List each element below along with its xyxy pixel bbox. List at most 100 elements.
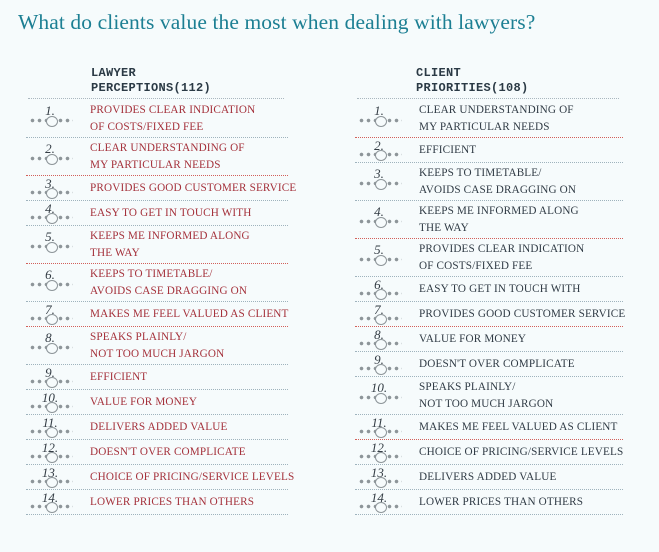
item-label-line: KEEPS TO TIMETABLE/ bbox=[419, 167, 542, 179]
ornament-icon bbox=[358, 314, 402, 325]
rank-number: 10. bbox=[41, 390, 59, 405]
rank-marker: 14. bbox=[26, 490, 84, 514]
list-item: 12. DOESN'T OVER COMPLICATE bbox=[26, 440, 288, 465]
rank-marker: 9. bbox=[355, 352, 413, 376]
ornament-icon bbox=[29, 213, 73, 224]
rank-number: 4. bbox=[374, 204, 384, 219]
rank-marker: 5. bbox=[26, 226, 84, 263]
item-label: EASY TO GET IN TOUCH WITH bbox=[419, 281, 623, 298]
item-label: DELIVERS ADDED VALUE bbox=[419, 469, 623, 486]
ornament-icon bbox=[358, 116, 402, 127]
list-item: 14. LOWER PRICES THAN OTHERS bbox=[355, 490, 623, 515]
rank-marker: 6. bbox=[26, 264, 84, 301]
rank-number: 10. bbox=[370, 380, 388, 395]
item-label: KEEPS ME INFORMED ALONG THE WAY bbox=[419, 203, 623, 237]
rank-number: 9. bbox=[45, 365, 55, 380]
list-item: 6. EASY TO GET IN TOUCH WITH bbox=[355, 277, 623, 302]
rank-number: 2. bbox=[45, 141, 55, 156]
rank-number: 2. bbox=[374, 138, 384, 153]
rank-marker: 13. bbox=[355, 465, 413, 489]
item-label-line: EFFICIENT bbox=[90, 371, 148, 383]
item-label-line: CLEAR UNDERSTANDING OF bbox=[419, 104, 574, 116]
list-item: 13. CHOICE OF PRICING/SERVICE LEVELS bbox=[26, 465, 294, 490]
rank-number: 5. bbox=[45, 229, 55, 244]
list-item: 12. CHOICE OF PRICING/SERVICE LEVELS bbox=[355, 440, 623, 465]
rank-marker: 14. bbox=[355, 490, 413, 514]
item-label-line: AVOIDS CASE DRAGGING ON bbox=[419, 184, 577, 196]
list-item: 1. PROVIDES CLEAR INDICATION OF COSTS/FIXE… bbox=[26, 100, 288, 138]
ornament-icon bbox=[29, 242, 73, 253]
item-label: PROVIDES CLEAR INDICATION OF COSTS/FIXED … bbox=[90, 102, 288, 136]
rank-marker: 3. bbox=[355, 163, 413, 200]
item-label-line: MY PARTICULAR NEEDS bbox=[419, 121, 550, 133]
item-label: DELIVERS ADDED VALUE bbox=[90, 419, 288, 436]
rank-marker: 12. bbox=[26, 440, 84, 464]
item-label: EFFICIENT bbox=[90, 369, 288, 386]
item-label-line: CLEAR UNDERSTANDING OF bbox=[90, 142, 245, 154]
item-label-line: NOT TOO MUCH JARGON bbox=[90, 348, 225, 360]
list-item: 1. CLEAR UNDERSTANDING OF MY PARTICULAR NE… bbox=[355, 100, 623, 138]
rank-number: 6. bbox=[374, 277, 384, 292]
ornament-icon bbox=[358, 255, 402, 266]
item-label: EFFICIENT bbox=[419, 142, 623, 159]
item-label: SPEAKS PLAINLY/NOT TOO MUCH JARGON bbox=[90, 329, 288, 363]
item-label-line: THE WAY bbox=[419, 222, 469, 234]
rank-number: 1. bbox=[45, 103, 55, 118]
ornament-icon bbox=[358, 477, 402, 488]
rank-marker: 3. bbox=[26, 176, 84, 200]
item-label-line: DELIVERS ADDED VALUE bbox=[419, 471, 557, 483]
item-label: EASY TO GET IN TOUCH WITH bbox=[90, 205, 288, 222]
list-item: 7. MAKES ME FEEL VALUED AS CLIENT bbox=[26, 302, 288, 327]
ornament-icon bbox=[358, 289, 402, 300]
list-item: 7. PROVIDES GOOD CUSTOMER SERVICE bbox=[355, 302, 626, 327]
rank-marker: 1. bbox=[26, 100, 84, 137]
list-item: 3. KEEPS TO TIMETABLE/AVOIDS CASE DRAGGIN… bbox=[355, 163, 623, 201]
heading-divider-left bbox=[28, 98, 284, 99]
ornament-icon bbox=[29, 402, 73, 413]
client-heading-line1: CLIENT bbox=[416, 66, 462, 80]
item-label-line: OF COSTS/FIXED FEE bbox=[419, 260, 533, 272]
rank-number: 3. bbox=[374, 166, 384, 181]
rank-marker: 4. bbox=[355, 201, 413, 238]
item-label-line: DOESN'T OVER COMPLICATE bbox=[90, 446, 246, 458]
list-item: 10. VALUE FOR MONEY bbox=[26, 390, 288, 415]
item-label-line: PROVIDES GOOD CUSTOMER SERVICE bbox=[419, 308, 626, 320]
lawyer-heading-line1: LAWYER bbox=[91, 66, 137, 80]
ornament-icon bbox=[29, 377, 73, 388]
ornament-icon bbox=[358, 179, 402, 190]
ornament-icon bbox=[358, 150, 402, 161]
item-label-line: OF COSTS/FIXED FEE bbox=[90, 121, 204, 133]
rank-number: 7. bbox=[45, 302, 55, 317]
item-label-line: MY PARTICULAR NEEDS bbox=[90, 159, 221, 171]
item-label-line: CHOICE OF PRICING/SERVICE LEVELS bbox=[419, 446, 624, 458]
list-item: 4. EASY TO GET IN TOUCH WITH bbox=[26, 201, 288, 226]
rank-number: 3. bbox=[45, 176, 55, 191]
item-label: MAKES ME FEEL VALUED AS CLIENT bbox=[90, 306, 288, 323]
page-title: What do clients value the most when deal… bbox=[18, 10, 536, 34]
item-label: DOESN'T OVER COMPLICATE bbox=[90, 444, 288, 461]
rank-marker: 11. bbox=[26, 415, 84, 439]
item-label-line: LOWER PRICES THAN OTHERS bbox=[419, 496, 584, 508]
rank-number: 11. bbox=[371, 415, 387, 430]
item-label: CLEAR UNDERSTANDING OF MY PARTICULAR NEED… bbox=[419, 102, 623, 136]
item-label: LOWER PRICES THAN OTHERS bbox=[90, 494, 288, 511]
rank-number: 14. bbox=[41, 490, 59, 505]
ornament-icon bbox=[29, 343, 73, 354]
ornament-icon bbox=[358, 393, 402, 404]
rank-number: 5. bbox=[374, 242, 384, 257]
item-label-line: MAKES ME FEEL VALUED AS CLIENT bbox=[419, 421, 618, 433]
item-label-line: EFFICIENT bbox=[419, 144, 477, 156]
rank-number: 13. bbox=[370, 465, 388, 480]
ornament-icon bbox=[358, 339, 402, 350]
rank-number: 13. bbox=[41, 465, 59, 480]
rank-number: 4. bbox=[45, 201, 55, 216]
rank-marker: 12. bbox=[355, 440, 413, 464]
item-label-line: PROVIDES GOOD CUSTOMER SERVICE bbox=[90, 182, 297, 194]
item-label: VALUE FOR MONEY bbox=[419, 331, 623, 348]
rank-marker: 10. bbox=[26, 390, 84, 414]
item-label-line: VALUE FOR MONEY bbox=[90, 396, 198, 408]
rank-marker: 2. bbox=[26, 138, 84, 175]
item-label: CLEAR UNDERSTANDING OF MY PARTICULAR NEED… bbox=[90, 140, 288, 174]
ornament-icon bbox=[29, 502, 73, 513]
ornament-icon bbox=[29, 116, 73, 127]
